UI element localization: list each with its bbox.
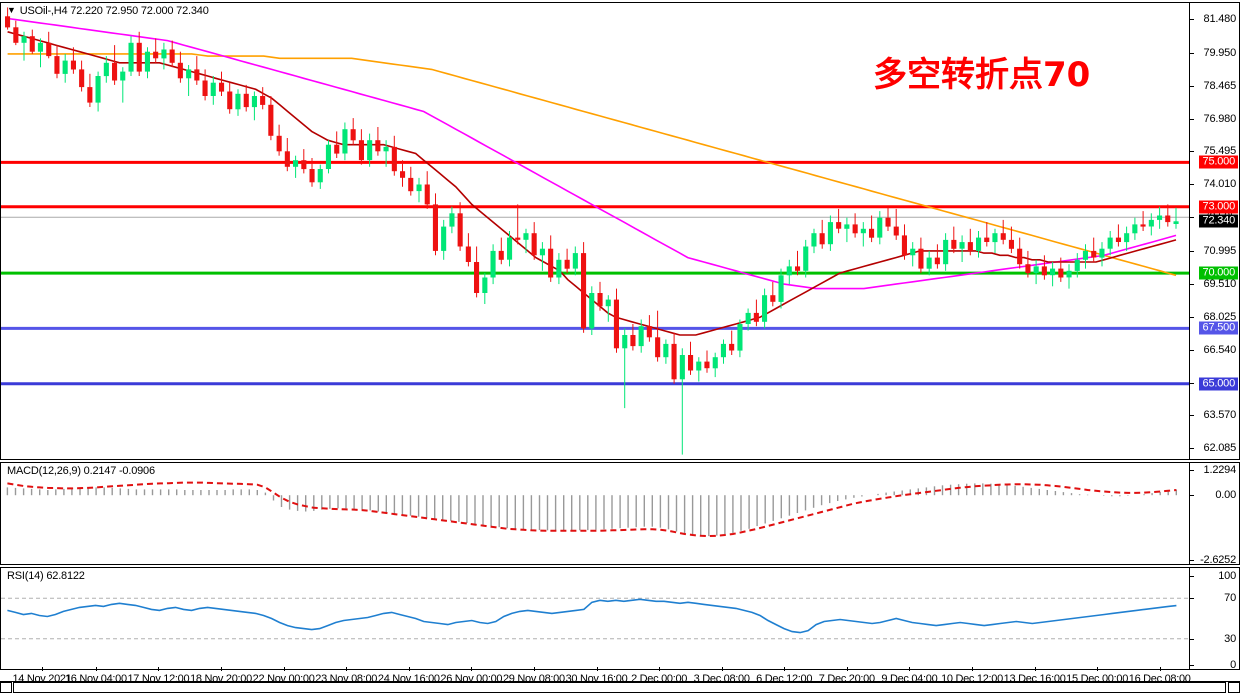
price-y-tick: 74.010 <box>1203 178 1237 191</box>
scroll-left-button[interactable] <box>0 682 12 693</box>
price-chart-panel[interactable]: 81.48079.95078.46576.98075.49574.01072.5… <box>0 2 1240 460</box>
rsi-svg <box>1 597 1190 640</box>
rsi-plot-area[interactable] <box>1 568 1190 669</box>
rsi-y-axis: 100 70 30 0 <box>1190 568 1239 669</box>
macd-axis-divider <box>1189 463 1190 564</box>
price-level-badge[interactable]: 75.000 <box>1198 155 1238 169</box>
scroll-thumb[interactable] <box>13 682 1226 693</box>
price-level-badge[interactable]: 65.000 <box>1198 377 1238 391</box>
price-y-tick: 76.980 <box>1203 112 1237 125</box>
price-y-tick: 79.950 <box>1203 46 1237 59</box>
price-y-tick: 68.025 <box>1203 310 1237 323</box>
macd-y-axis: 1.2294 0.00 -2.6252 <box>1190 463 1239 564</box>
price-y-tick: 69.510 <box>1203 277 1237 290</box>
rsi-y-tick: 0 <box>1230 659 1236 669</box>
macd-y-tick: 1.2294 <box>1203 464 1237 476</box>
price-candles-svg <box>1 7 1190 455</box>
macd-panel[interactable]: 1.2294 0.00 -2.6252 MACD(12,26,9) 0.2147 -… <box>0 462 1240 565</box>
price-y-tick: 70.995 <box>1203 245 1237 257</box>
macd-plot-area[interactable] <box>1 463 1190 564</box>
price-level-badge[interactable]: 67.500 <box>1198 321 1238 335</box>
chart-annotation-text: 多空转折点70 <box>873 55 1091 95</box>
macd-y-tick: -2.6252 <box>1200 554 1236 564</box>
scroll-right-button[interactable] <box>1228 682 1240 693</box>
rsi-y-tick: 70 <box>1224 592 1236 605</box>
horizontal-scrollbar[interactable] <box>0 681 1240 693</box>
rsi-panel[interactable]: 100 70 30 0 RSI(14) 62.8122 <box>0 567 1240 670</box>
price-y-tick: 81.480 <box>1203 12 1237 25</box>
macd-svg <box>6 481 1178 538</box>
price-level-badge[interactable]: 72.340 <box>1198 214 1238 228</box>
price-axis-divider <box>1189 3 1190 459</box>
price-y-tick: 75.495 <box>1203 145 1237 158</box>
symbol-header-text: USOil-,H4 72.220 72.950 72.000 72.340 <box>19 5 209 17</box>
collapse-caret-icon[interactable]: ▼ <box>7 5 16 15</box>
macd-y-tick: 0.00 <box>1215 489 1236 502</box>
price-level-badge[interactable]: 70.000 <box>1198 266 1238 280</box>
price-y-tick: 62.085 <box>1203 442 1237 455</box>
price-y-tick: 63.570 <box>1203 409 1237 422</box>
rsi-y-tick: 30 <box>1224 632 1236 645</box>
price-y-tick: 66.540 <box>1203 343 1237 356</box>
price-plot-area[interactable] <box>1 3 1190 459</box>
price-level-badge[interactable]: 73.000 <box>1198 200 1238 214</box>
rsi-label: RSI(14) 62.8122 <box>7 570 85 582</box>
rsi-y-tick: 100 <box>1218 570 1236 582</box>
price-y-axis[interactable]: 81.48079.95078.46576.98075.49574.01072.5… <box>1190 3 1239 459</box>
symbol-header: ▼ USOil-,H4 72.220 72.950 72.000 72.340 <box>7 5 209 17</box>
price-y-tick: 78.465 <box>1203 79 1237 92</box>
macd-label: MACD(12,26,9) 0.2147 -0.0906 <box>7 465 155 477</box>
rsi-axis-divider <box>1189 568 1190 669</box>
